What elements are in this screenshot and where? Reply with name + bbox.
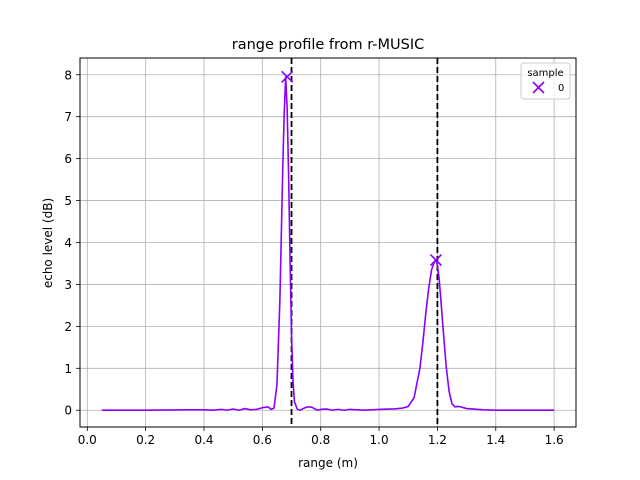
x-tick-label: 0.0 xyxy=(78,433,97,447)
peak-marker xyxy=(281,70,294,83)
x-tick-label: 1.6 xyxy=(545,433,564,447)
x-tick-label: 1.2 xyxy=(428,433,447,447)
x-axis-label: range (m) xyxy=(298,456,358,470)
peak-markers xyxy=(281,70,443,267)
x-tick-label: 0.6 xyxy=(253,433,272,447)
y-axis-label: echo level (dB) xyxy=(41,198,55,288)
x-tick-label: 1.0 xyxy=(370,433,389,447)
y-tick-label: 2 xyxy=(64,320,72,334)
legend-title: sample xyxy=(527,68,563,79)
y-tick-label: 1 xyxy=(64,362,72,376)
series-layer xyxy=(101,76,555,412)
y-tick-label: 4 xyxy=(64,236,72,250)
legend: sample 0 xyxy=(520,62,571,100)
legend-marker-icon xyxy=(532,81,545,94)
y-tick-label: 6 xyxy=(64,152,72,166)
y-tick-label: 7 xyxy=(64,110,72,124)
x-tick-label: 0.8 xyxy=(311,433,330,447)
x-tick-label: 0.2 xyxy=(136,433,155,447)
legend-entry-label: 0 xyxy=(558,83,564,94)
y-tick-label: 0 xyxy=(64,404,72,418)
x-tick-label: 0.4 xyxy=(194,433,213,447)
x-axis-ticks: 0.0 0.2 0.4 0.6 0.8 1.0 1.2 1.4 1.6 xyxy=(78,427,564,447)
y-tick-label: 5 xyxy=(64,194,72,208)
y-tick-label: 8 xyxy=(64,68,72,82)
reference-lines xyxy=(290,58,439,427)
y-tick-label: 3 xyxy=(64,278,72,292)
y-axis-ticks: 0 1 2 3 4 5 6 7 8 xyxy=(64,68,80,418)
x-tick-label: 1.4 xyxy=(486,433,505,447)
legend-box xyxy=(520,62,571,100)
peak-marker xyxy=(429,254,443,267)
chart-title: range profile from r-MUSIC xyxy=(232,37,425,53)
series-line xyxy=(101,76,555,412)
